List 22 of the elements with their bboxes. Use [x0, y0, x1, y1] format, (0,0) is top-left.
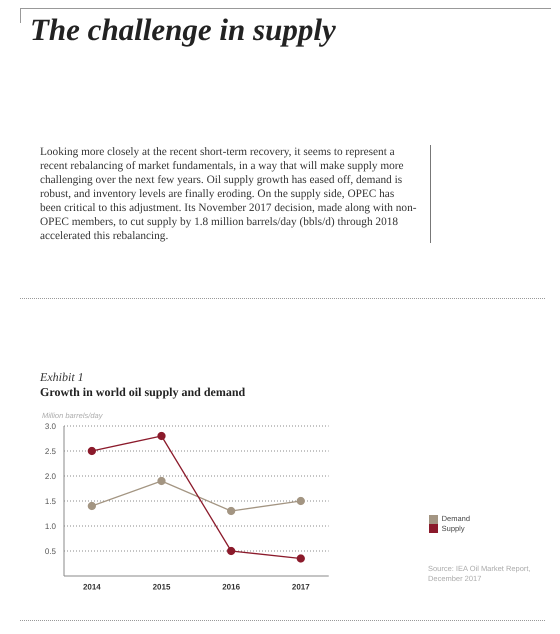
point [157, 476, 166, 486]
point [296, 496, 305, 506]
x-tick-label: 2015 [152, 582, 171, 592]
y-tick-label: 1.5 [44, 496, 57, 506]
text: Exhibit 1 [40, 370, 84, 385]
x-tick-label: 2017 [292, 582, 310, 592]
y-tick-label: 3.0 [44, 422, 57, 431]
y-tick-label: 0.5 [44, 546, 57, 556]
y-tick-label: 2.5 [44, 446, 57, 456]
point [226, 546, 236, 556]
point [88, 502, 96, 510]
point [157, 432, 166, 440]
x-tick-label: 2014 [82, 582, 102, 592]
y-tick-label: 1.0 [44, 522, 57, 531]
point [88, 446, 96, 456]
x-tick-label: 2016 [222, 582, 241, 592]
text: Looking more closely at the recent short-term recovery, it seems to represent a recent rebalancing of market fundamentals, in a way that will make supply more challenging over the next few years. Oil supply growth has eased off, demand is robust, and inventory levels are finally eroding. On the supply side, OPEC has been critical to this adjustment. Its November 2017 decision, made along with non-OPEC members, to cut supply by 1.8 million barrels/day (bbls/d) through 2018 accelerated this rebalancing. [40, 145, 431, 243]
point [226, 506, 236, 516]
y-tick-label: 2.0 [44, 472, 57, 481]
point [296, 554, 305, 563]
chart-title: The challenge in supply [30, 12, 336, 48]
chart-subtitle: Growth in world oil supply and demand [40, 385, 246, 400]
